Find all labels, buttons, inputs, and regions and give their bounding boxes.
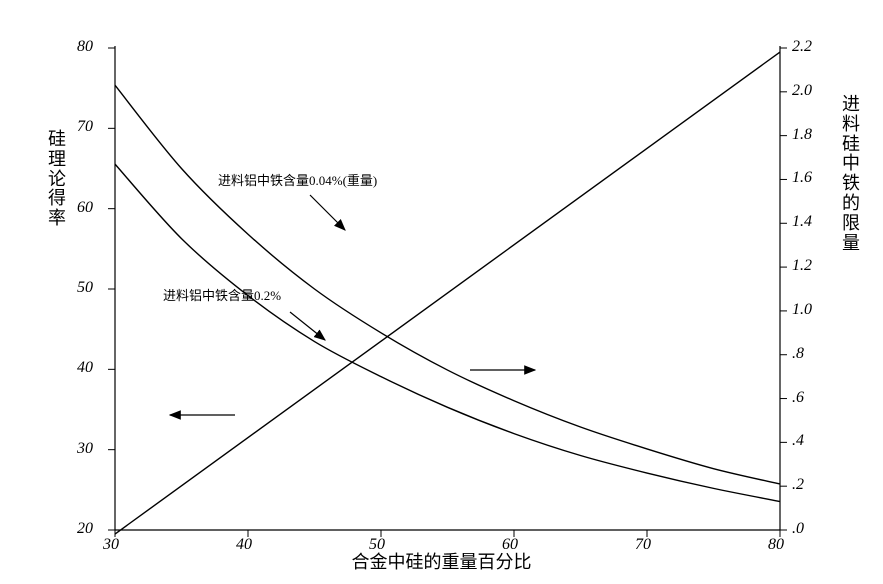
y-right-tick-label: 2.0	[792, 82, 812, 100]
y-right-tick-label: 1.8	[792, 126, 812, 144]
y-left-tick-label: 80	[77, 38, 93, 56]
y-right-tick-label: 1.0	[792, 301, 812, 319]
arrow-a2	[290, 312, 325, 340]
x-axis-label-text: 合金中硅的重量百分比	[352, 552, 532, 572]
y-right-tick-label: .6	[792, 389, 804, 407]
chart-svg	[0, 0, 883, 584]
x-axis-label: 合金中硅的重量百分比	[0, 548, 883, 574]
y-left-tick-label: 50	[77, 279, 93, 297]
curve-02-label: 进料铝中铁含量0.2%	[163, 285, 281, 304]
y-left-tick-label: 20	[77, 520, 93, 538]
y-right-axis-label: 进料硅中铁的限量	[842, 95, 860, 253]
y-right-tick-label: 1.2	[792, 257, 812, 275]
curve-004-label: 进料铝中铁含量0.04%(重量)	[218, 170, 377, 189]
y-right-tick-label: .2	[792, 476, 804, 494]
x-tick-label: 40	[236, 536, 252, 554]
y-right-tick-label: 2.2	[792, 38, 812, 56]
arrow-a1	[310, 195, 345, 230]
y-left-tick-label: 70	[77, 118, 93, 136]
y-right-tick-label: .0	[792, 520, 804, 538]
y-right-tick-label: .4	[792, 432, 804, 450]
x-tick-label: 60	[502, 536, 518, 554]
y-left-axis-label: 硅理论得率	[48, 130, 66, 229]
x-tick-label: 30	[103, 536, 119, 554]
y-right-tick-label: 1.6	[792, 169, 812, 187]
y-left-tick-label: 40	[77, 359, 93, 377]
chart-container: 硅理论得率 进料硅中铁的限量 合金中硅的重量百分比 进料铝中铁含量0.04%(重…	[0, 0, 883, 584]
y-right-tick-label: .8	[792, 345, 804, 363]
curve-02	[115, 164, 780, 501]
y-left-tick-label: 60	[77, 199, 93, 217]
curve-02-label-text: 进料铝中铁含量0.2%	[163, 288, 281, 303]
x-tick-label: 70	[635, 536, 651, 554]
curve-004-label-text: 进料铝中铁含量0.04%(重量)	[218, 173, 377, 188]
x-tick-label: 50	[369, 536, 385, 554]
y-right-tick-label: 1.4	[792, 213, 812, 231]
y-left-tick-label: 30	[77, 440, 93, 458]
x-tick-label: 80	[768, 536, 784, 554]
